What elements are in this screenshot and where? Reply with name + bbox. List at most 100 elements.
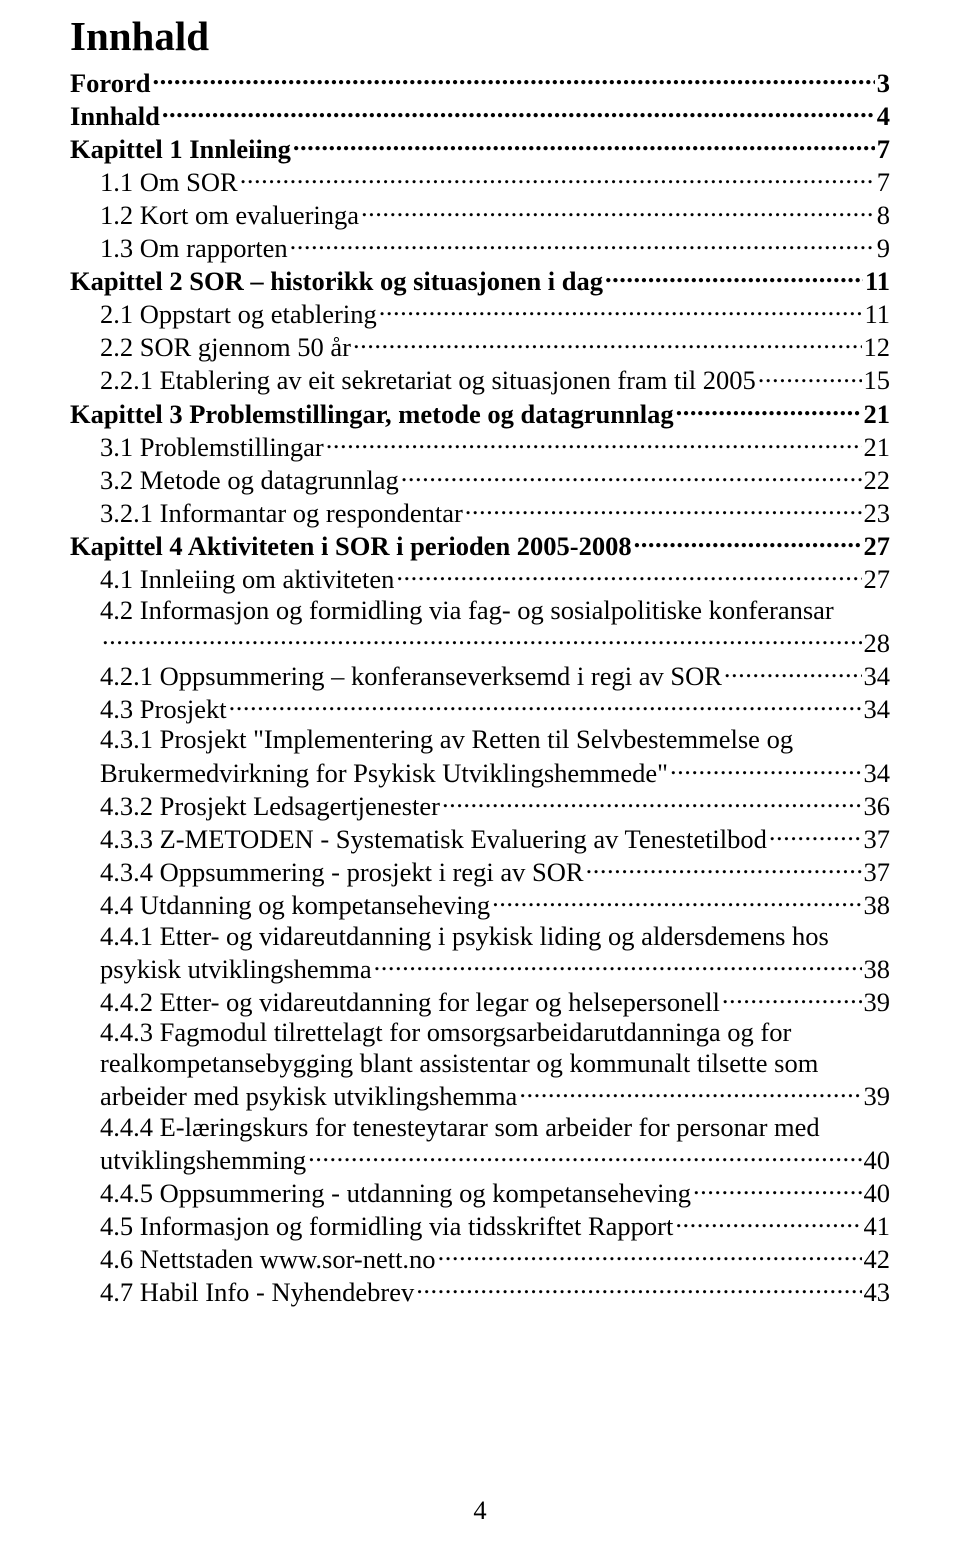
toc-entry-label: 4.4.5 Oppsummering - utdanning og kompet… [100, 1178, 691, 1209]
toc-entry: Kapittel 4 Aktiviteten i SOR i perioden … [70, 528, 890, 561]
toc-entry-continuation: 4.4.1 Etter- og vidareutdanning i psykis… [70, 921, 890, 952]
toc-entry-page: 21 [864, 432, 891, 463]
toc-entry: 2.2 SOR gjennom 50 år12 [70, 330, 890, 363]
toc-entry: 4.1 Innleiing om aktiviteten27 [70, 562, 890, 595]
toc-entry-page: 11 [864, 299, 890, 330]
toc-dot-leader [401, 462, 862, 489]
toc-entry-label: 4.4.2 Etter- og vidareutdanning for lega… [100, 987, 720, 1018]
toc-entry-label: 2.1 Oppstart og etablering [100, 299, 377, 330]
toc-entry-label: 4.1 Innleiing om aktiviteten [100, 564, 394, 595]
toc-entry-label: 4.3.3 Z-METODEN - Systematisk Evaluering… [100, 824, 767, 855]
toc-entry-page: 34 [864, 661, 891, 692]
toc-entry: arbeider med psykisk utviklingshemma39 [70, 1079, 890, 1112]
toc-dot-leader [675, 1208, 861, 1235]
toc-entry-label: 4.5 Informasjon og formidling via tidssk… [100, 1211, 673, 1242]
toc-entry: 3.1 Problemstillingar 21 [70, 429, 890, 462]
toc-dot-leader [676, 396, 862, 423]
toc-entry: 4.4.5 Oppsummering - utdanning og kompet… [70, 1175, 890, 1208]
toc-dot-leader [326, 429, 862, 456]
toc-entry: 3.2.1 Informantar og respondentar23 [70, 495, 890, 528]
toc-entry: Kapittel 1 Innleiing7 [70, 131, 890, 164]
toc-entry: 28 [70, 625, 890, 658]
toc-entry-page: 7 [877, 167, 890, 198]
toc-entry-label: Kapittel 1 Innleiing [70, 134, 291, 165]
toc-entry-page: 9 [877, 233, 890, 264]
toc-dot-leader [162, 98, 875, 125]
toc-entry-label: Kapittel 2 SOR – historikk og situasjone… [70, 266, 603, 297]
toc-entry: 1.1 Om SOR 7 [70, 164, 890, 197]
toc-entry: 1.2 Kort om evalueringa 8 [70, 197, 890, 230]
toc-entry: 4.3 Prosjekt34 [70, 691, 890, 724]
toc-dot-leader [442, 788, 862, 815]
toc-entry: 4.3.3 Z-METODEN - Systematisk Evaluering… [70, 821, 890, 854]
toc-entry-page: 34 [864, 758, 891, 789]
document-page: Innhald Forord 3Innhald4Kapittel 1 Innlei… [0, 0, 960, 1544]
toc-entry-label: 4.4 Utdanning og kompetanseheving [100, 890, 490, 921]
toc-dot-leader [416, 1275, 861, 1302]
toc-dot-leader [465, 495, 862, 522]
toc-entry-page: 3 [877, 68, 890, 99]
toc-entry-label: arbeider med psykisk utviklingshemma [100, 1081, 517, 1112]
toc-entry: 4.2.1 Oppsummering – konferanseverksemd … [70, 658, 890, 691]
toc-entry: 4.3.2 Prosjekt Ledsagertjenester36 [70, 788, 890, 821]
toc-entry: 2.2.1 Etablering av eit sekretariat og s… [70, 363, 890, 396]
toc-dot-leader [240, 164, 875, 191]
table-of-contents: Forord3Innhald4Kapittel 1 Innleiing71.1 … [70, 65, 890, 1308]
toc-entry-page: 8 [877, 200, 890, 231]
toc-dot-leader [769, 821, 862, 848]
toc-entry-label: 4.3.4 Oppsummering - prosjekt i regi av … [100, 857, 584, 888]
toc-entry-page: 28 [864, 628, 891, 659]
toc-entry: 1.3 Om rapporten 9 [70, 231, 890, 264]
toc-entry-label: 2.2 SOR gjennom 50 år [100, 332, 351, 363]
toc-entry-label: 3.2.1 Informantar og respondentar [100, 498, 463, 529]
toc-entry: Innhald4 [70, 98, 890, 131]
page-title: Innhald [70, 14, 890, 59]
toc-entry-page: 37 [864, 824, 891, 855]
toc-entry-page: 40 [864, 1145, 891, 1176]
toc-entry: 4.6 Nettstaden www.sor-nett.no42 [70, 1241, 890, 1274]
toc-entry-label: psykisk utviklingshemma [100, 954, 372, 985]
toc-entry-page: 39 [864, 987, 891, 1018]
toc-dot-leader [374, 951, 862, 978]
toc-entry-page: 38 [864, 954, 891, 985]
toc-entry: 4.3.4 Oppsummering - prosjekt i regi av … [70, 854, 890, 887]
toc-entry: Kapittel 2 SOR – historikk og situasjone… [70, 264, 890, 297]
toc-entry-page: 11 [865, 266, 890, 297]
toc-entry-continuation: 4.3.1 Prosjekt "Implementering av Retten… [70, 724, 890, 755]
toc-dot-leader [724, 658, 862, 685]
toc-entry: 4.4.2 Etter- og vidareutdanning for lega… [70, 984, 890, 1017]
toc-entry: 4.5 Informasjon og formidling via tidssk… [70, 1208, 890, 1241]
toc-entry-label: Forord [70, 68, 150, 99]
toc-dot-leader [293, 131, 875, 158]
toc-dot-leader [308, 1142, 861, 1169]
toc-entry-page: 15 [864, 365, 891, 396]
toc-dot-leader [396, 562, 861, 589]
toc-entry-label: utviklingshemming [100, 1145, 306, 1176]
toc-entry-label: 1.3 Om rapporten [100, 233, 288, 264]
toc-entry-continuation: 4.4.4 E-læringskurs for tenesteytarar so… [70, 1112, 890, 1143]
toc-entry-label: 4.6 Nettstaden www.sor-nett.no [100, 1244, 436, 1275]
toc-dot-leader [152, 65, 874, 92]
toc-entry-label: 3.1 Problemstillingar [100, 432, 324, 463]
toc-entry: 2.1 Oppstart og etablering 11 [70, 297, 890, 330]
toc-entry-continuation: 4.4.3 Fagmodul tilrettelagt for omsorgsa… [70, 1017, 890, 1048]
toc-entry-label: 4.2.1 Oppsummering – konferanseverksemd … [100, 661, 722, 692]
toc-entry-page: 34 [864, 694, 891, 725]
toc-dot-leader [102, 625, 862, 652]
toc-dot-leader [634, 528, 862, 555]
toc-dot-leader [519, 1079, 861, 1106]
toc-entry-label: 1.1 Om SOR [100, 167, 238, 198]
toc-entry-page: 4 [877, 101, 890, 132]
toc-entry-label: 3.2 Metode og datagrunnlag [100, 465, 399, 496]
toc-dot-leader [361, 197, 875, 224]
toc-entry: 4.7 Habil Info - Nyhendebrev43 [70, 1275, 890, 1308]
toc-entry: Brukermedvirkning for Psykisk Utviklings… [70, 755, 890, 788]
toc-entry-label: 1.2 Kort om evalueringa [100, 200, 359, 231]
toc-dot-leader [670, 755, 862, 782]
toc-dot-leader [290, 231, 875, 258]
toc-entry-page: 41 [864, 1211, 891, 1242]
toc-dot-leader [438, 1241, 862, 1268]
toc-entry-page: 22 [864, 465, 891, 496]
toc-entry-page: 27 [864, 531, 891, 562]
toc-entry-continuation: realkompetansebygging blant assistentar … [70, 1048, 890, 1079]
